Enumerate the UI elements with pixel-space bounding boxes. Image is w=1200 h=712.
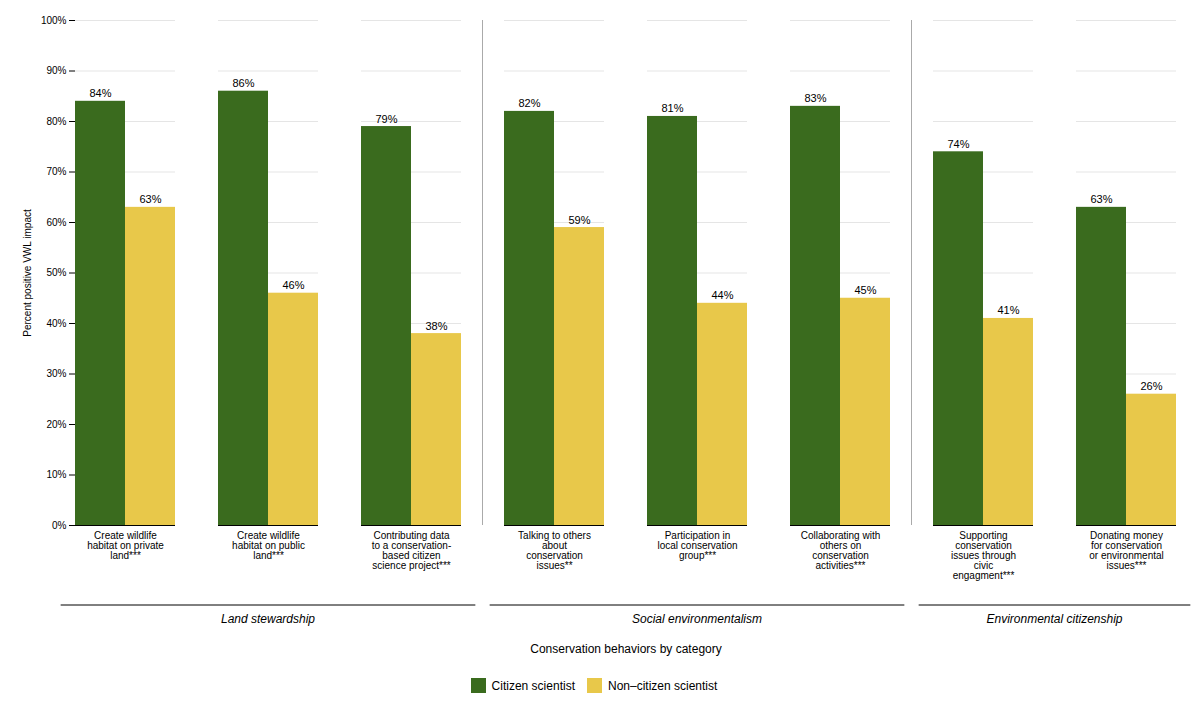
svg-text:Supportingconservationissues t: Supportingconservationissues throughcivi… [951,530,1016,581]
svg-text:70%: 70% [46,166,66,177]
svg-text:Percent positive VWL impact: Percent positive VWL impact [22,209,33,337]
svg-text:41%: 41% [997,304,1019,316]
svg-text:79%: 79% [375,113,397,125]
svg-text:Collaborating withothers oncon: Collaborating withothers onconservationa… [801,530,881,571]
svg-text:Social environmentalism: Social environmentalism [632,612,762,626]
svg-text:59%: 59% [568,214,590,226]
svg-text:90%: 90% [46,65,66,76]
svg-text:0%: 0% [52,520,67,531]
svg-text:Donating moneyfor conservation: Donating moneyfor conservationor environ… [1089,530,1163,571]
html-text:Non–citizen scientist: Non–citizen scientist [608,678,718,693]
svg-text:Create wildlifehabitat on publ: Create wildlifehabitat on publicland*** [232,530,305,561]
svg-text:84%: 84% [89,87,111,99]
svg-text:63%: 63% [139,193,161,205]
svg-text:83%: 83% [804,92,826,104]
svg-text:44%: 44% [711,289,733,301]
svg-text:26%: 26% [1140,380,1162,392]
svg-text:40%: 40% [46,318,66,329]
svg-text:38%: 38% [425,320,447,332]
svg-text:Participation inlocal conserva: Participation inlocal conservationgroup*… [657,530,737,561]
svg-text:Create wildlifehabitat on priv: Create wildlifehabitat on privateland*** [87,530,164,561]
svg-text:45%: 45% [854,284,876,296]
svg-text:80%: 80% [46,116,66,127]
svg-text:86%: 86% [232,77,254,89]
svg-text:Environmental citizenship: Environmental citizenship [986,612,1122,626]
svg-text:81%: 81% [661,102,683,114]
svg-text:30%: 30% [46,368,66,379]
svg-text:50%: 50% [46,267,66,278]
svg-text:100%: 100% [41,15,67,26]
svg-text:63%: 63% [1090,193,1112,205]
svg-text:82%: 82% [518,97,540,109]
svg-text:Land stewardship: Land stewardship [221,612,315,626]
html-text:Citizen scientist: Citizen scientist [491,678,575,693]
svg-text:Contributing datato a conserva: Contributing datato a conservation-based… [372,530,452,571]
svg-text:Conservation behaviors by cate: Conservation behaviors by category [530,642,721,656]
svg-text:46%: 46% [282,279,304,291]
svg-text:10%: 10% [46,469,66,480]
svg-text:20%: 20% [46,419,66,430]
svg-text:74%: 74% [947,138,969,150]
svg-text:Talking to othersaboutconserva: Talking to othersaboutconservationissues… [518,530,591,571]
svg-text:60%: 60% [46,217,66,228]
